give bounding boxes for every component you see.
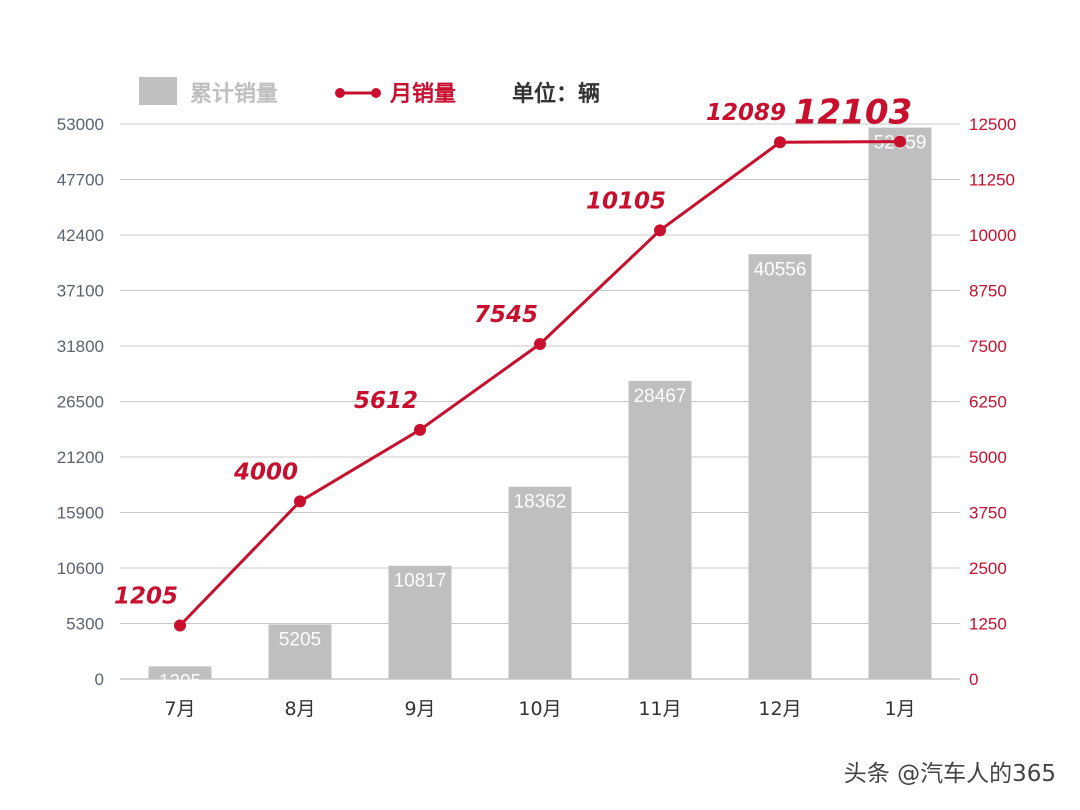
category-label: 7月 bbox=[164, 698, 195, 720]
line-marker bbox=[654, 224, 666, 237]
bar bbox=[148, 666, 212, 679]
gridlines bbox=[120, 123, 960, 680]
legend-line-label: 月销量 bbox=[389, 82, 456, 107]
left-tick-label: 15900 bbox=[57, 504, 104, 523]
bar bbox=[508, 486, 572, 679]
bar-value-label: 28467 bbox=[634, 386, 687, 407]
category-label: 11月 bbox=[638, 698, 681, 720]
line-value-label: 7545 bbox=[474, 302, 538, 328]
watermark: 头条 @汽车人的365 bbox=[844, 761, 1056, 787]
line-marker bbox=[894, 135, 906, 148]
bar bbox=[748, 254, 812, 679]
legend-bar-label: 累计销量 bbox=[190, 82, 278, 107]
line-value-label: 12103 bbox=[794, 93, 912, 133]
bar bbox=[268, 624, 332, 679]
right-tick-label: 7500 bbox=[969, 337, 1007, 356]
category-label: 1月 bbox=[884, 698, 915, 720]
left-tick-label: 0 bbox=[95, 670, 104, 689]
bar-series bbox=[148, 127, 932, 679]
left-tick-label: 10600 bbox=[57, 559, 104, 578]
unit-label: 单位：辆 bbox=[512, 81, 600, 107]
right-tick-label: 8750 bbox=[969, 282, 1007, 301]
left-tick-label: 5300 bbox=[66, 615, 104, 634]
right-tick-label: 6250 bbox=[969, 393, 1007, 412]
bar bbox=[868, 127, 932, 679]
legend-bar-swatch bbox=[139, 77, 177, 105]
left-tick-label: 37100 bbox=[57, 282, 104, 301]
line-marker bbox=[414, 423, 426, 436]
line-marker bbox=[774, 136, 786, 149]
left-tick-label: 31800 bbox=[57, 337, 104, 356]
line-value-label: 1205 bbox=[114, 583, 178, 609]
right-tick-label: 3750 bbox=[969, 504, 1007, 523]
right-tick-label: 1250 bbox=[969, 615, 1007, 634]
left-tick-label: 42400 bbox=[57, 226, 104, 245]
right-tick-label: 10000 bbox=[969, 226, 1016, 245]
category-label: 10月 bbox=[518, 698, 561, 720]
category-axis-labels: 7月 8月 9月 10月 11月 12月 1月 bbox=[164, 698, 915, 720]
bar bbox=[388, 565, 452, 679]
bar-value-label: 18362 bbox=[514, 492, 567, 513]
bar-value-label: 40556 bbox=[754, 259, 807, 280]
bar bbox=[628, 380, 692, 679]
right-tick-label: 0 bbox=[969, 670, 978, 689]
right-tick-label: 5000 bbox=[969, 448, 1007, 467]
left-tick-label: 53000 bbox=[57, 115, 104, 134]
left-tick-label: 26500 bbox=[57, 393, 104, 412]
line-value-label: 5612 bbox=[354, 388, 418, 414]
line-series bbox=[174, 135, 906, 632]
bar-value-label: 5205 bbox=[279, 629, 321, 650]
category-label: 9月 bbox=[404, 698, 435, 720]
right-axis-ticks: 0 1250 2500 3750 5000 6250 7500 8750 10000 11250 1… bbox=[969, 115, 1016, 689]
line-marker bbox=[294, 495, 306, 508]
line-value-label: 12089 bbox=[706, 100, 786, 126]
bar-value-label: 1205 bbox=[159, 671, 201, 692]
right-tick-label: 12500 bbox=[969, 115, 1016, 134]
left-tick-label: 47700 bbox=[57, 171, 104, 190]
left-tick-label: 21200 bbox=[57, 448, 104, 467]
line-value-label: 4000 bbox=[233, 459, 298, 485]
line-marker bbox=[534, 338, 546, 351]
category-label: 8月 bbox=[284, 698, 315, 720]
right-tick-label: 2500 bbox=[969, 559, 1007, 578]
line-value-label: 10105 bbox=[586, 188, 666, 214]
bar-value-label: 10817 bbox=[394, 571, 447, 592]
left-axis-ticks: 0 5300 10600 15900 21200 26500 31800 37100 42400… bbox=[57, 115, 104, 689]
category-label: 12月 bbox=[758, 698, 801, 720]
line-marker bbox=[174, 619, 186, 632]
legend: 累计销量 月销量 单位：辆 bbox=[139, 77, 600, 107]
right-tick-label: 11250 bbox=[969, 171, 1015, 190]
legend-line-marker-right bbox=[371, 88, 381, 98]
legend-line-marker-left bbox=[335, 88, 345, 98]
line-value-labels: 1205 4000 5612 7545 10105 12089 12103 bbox=[114, 93, 912, 610]
